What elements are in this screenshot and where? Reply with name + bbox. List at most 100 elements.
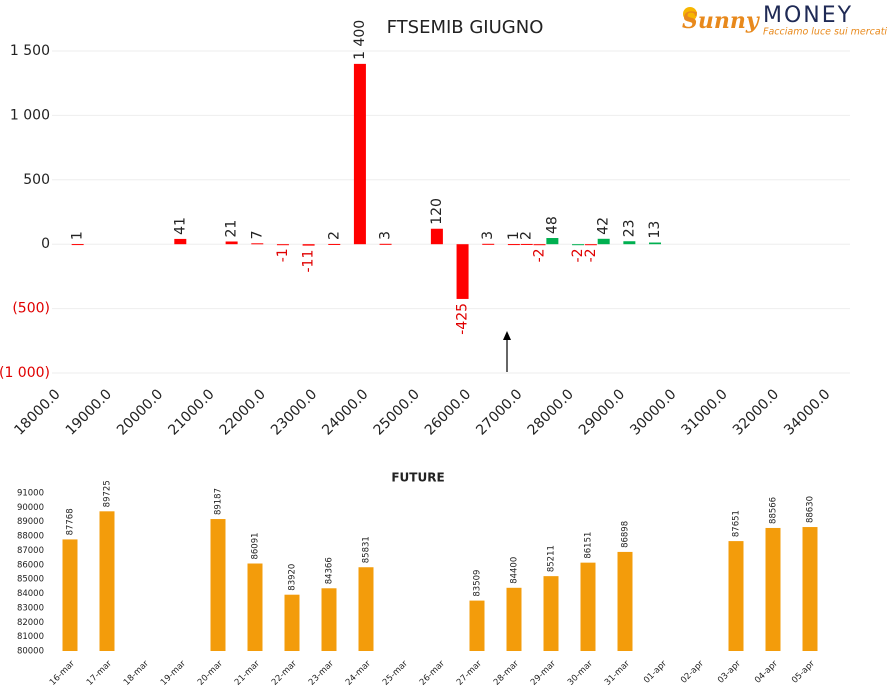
y-tick-label: (500) [12,301,50,317]
x-tick-label: 29-mar [529,658,558,687]
bar [358,567,374,651]
bar [99,511,115,651]
data-label: 1 [70,231,86,240]
data-label: 88566 [769,497,779,524]
x-tick-label: 23000.0 [268,386,320,438]
bar [506,587,522,651]
data-label: 87651 [732,510,742,537]
x-tick-label: 27-mar [455,658,484,687]
arrow [503,331,511,372]
logo: Sunny MONEY Facciamo luce sui mercati [682,3,887,38]
data-label: 3 [480,231,496,240]
bar [247,563,263,651]
bar [225,241,238,245]
data-label: 41 [172,217,188,235]
x-tick-label: 31-mar [603,658,632,687]
x-tick-label: 18-mar [122,658,151,687]
data-label: 89725 [103,480,113,507]
x-tick-label: 24-mar [344,658,373,687]
x-tick-label: 29000.0 [576,386,628,438]
data-label: -2 [583,248,599,262]
x-tick-label: 05-apr [790,658,817,685]
x-tick-label: 19-mar [159,658,188,687]
x-tick-label: 27000.0 [473,386,525,438]
data-label: 48 [544,216,560,234]
x-tick-label: 26000.0 [422,386,474,438]
bar [533,244,546,246]
bar [353,63,366,245]
data-label: 1 [506,231,522,240]
bar [251,243,264,245]
chart-title: FTSEMIB GIUGNO [387,17,544,38]
y-tick-label: 81000 [17,632,44,642]
x-tick-label: 31000.0 [679,386,731,438]
x-tick-label: 16-mar [48,658,77,687]
x-tick-label: 25000.0 [371,386,423,438]
x-tick-label: 02-apr [679,658,706,685]
bar [321,588,337,651]
y-tick-label: (1 000) [0,365,50,381]
x-tick-label: 34000.0 [781,386,833,438]
arrow-head [503,331,511,340]
data-label: 120 [429,198,445,225]
y-tick-label: 1 500 [10,43,50,59]
chart-title: FUTURE [391,471,444,485]
bar [328,243,341,245]
bar [62,539,78,651]
y-tick-label: 85000 [17,575,44,585]
data-label: 7 [249,230,265,239]
x-tick-label: 28000.0 [525,386,577,438]
x-tick-label: 32000.0 [730,386,782,438]
data-label: -1 [275,248,291,262]
y-tick-label: 0 [41,236,50,252]
x-tick-label: 28-mar [492,658,521,687]
y-tick-label: 90000 [17,503,44,513]
bar [580,562,596,651]
bar [379,243,392,245]
bar [546,238,559,245]
data-label: -11 [301,250,317,273]
data-label: 85831 [362,536,372,563]
x-tick-label: 25-mar [381,658,410,687]
bar [543,576,559,651]
y-tick-label: 86000 [17,560,44,570]
data-label: 13 [647,221,663,239]
bar [617,551,633,651]
x-tick-label: 01-apr [642,658,669,685]
x-tick-label: 23-mar [307,658,336,687]
y-tick-label: 1 000 [10,107,50,123]
logo-tagline: Facciamo luce sui mercati [763,27,887,38]
data-label: 21 [224,220,240,238]
data-label: 42 [596,217,612,235]
data-label: 88630 [806,496,816,523]
data-label: 83920 [288,564,298,591]
data-label: 2 [326,231,342,240]
y-tick-label: 88000 [17,532,44,542]
bar [302,244,315,246]
y-tick-label: 500 [23,172,50,188]
bar [584,244,597,246]
y-tick-label: 87000 [17,546,44,556]
data-label: 89187 [214,488,224,515]
data-label: -425 [455,303,471,335]
bar [482,243,495,245]
y-tick-label: 82000 [17,618,44,628]
bar [507,244,520,246]
x-tick-label: 03-apr [716,658,743,685]
data-label: 85211 [547,545,557,572]
bar [572,244,585,246]
bar [430,228,443,245]
x-tick-label: 18000.0 [11,386,63,438]
x-tick-label: 21000.0 [165,386,217,438]
y-tick-label: 83000 [17,603,44,613]
y-tick-label: 89000 [17,517,44,527]
x-tick-label: 26-mar [418,658,447,687]
x-tick-label: 24000.0 [319,386,371,438]
x-tick-label: 21-mar [233,658,262,687]
y-tick-label: 91000 [17,489,44,499]
data-label: 86151 [584,532,594,559]
logo-brand: Sunny [682,8,761,34]
bar [623,241,636,245]
data-label: 23 [621,219,637,237]
